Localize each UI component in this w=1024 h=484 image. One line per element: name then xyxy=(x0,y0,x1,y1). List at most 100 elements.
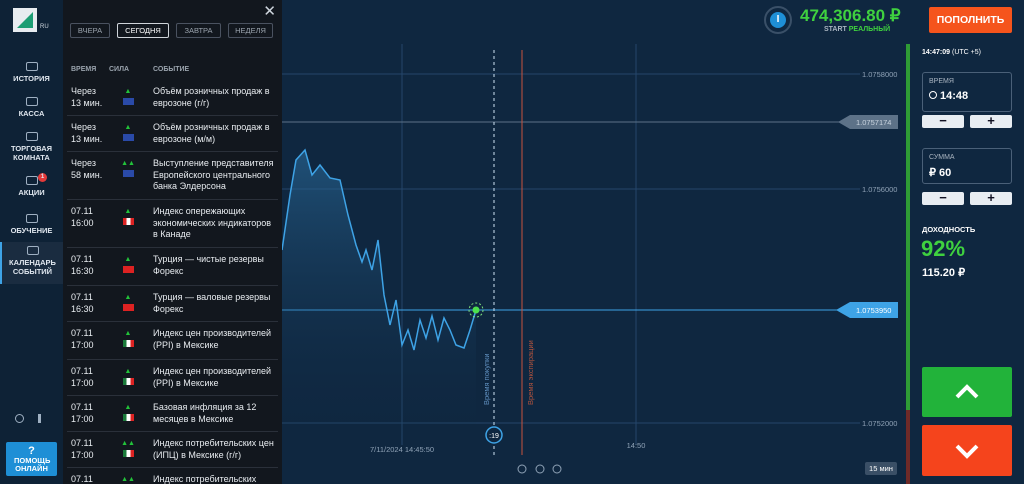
balance[interactable]: 474,306.80 ₽ xyxy=(800,6,901,25)
deposit-button[interactable]: ПОПОЛНИТЬ xyxy=(929,7,1012,33)
event-row[interactable]: Через 13 мин. ▲ Объём розничных продаж в ев… xyxy=(67,116,278,152)
time-label: ВРЕМЯ xyxy=(929,78,954,85)
nav-item[interactable]: ИСТОРИЯ xyxy=(0,62,63,83)
close-button[interactable]: ✕ xyxy=(263,3,276,20)
buy-line-label: Время покупки xyxy=(482,353,491,405)
plus-button[interactable]: + xyxy=(970,191,1012,205)
event-title: Индекс цен производителей (PPI) в Мексик… xyxy=(153,328,272,350)
up-volume-bar xyxy=(906,44,910,410)
time-line: 13 мин. xyxy=(71,133,103,144)
account[interactable]: START РЕАЛЬНЫЙ xyxy=(824,26,890,33)
event-title: Индекс потребительских цен (ИПЦ) в Мекси… xyxy=(153,438,274,460)
event-strength: ▲ xyxy=(117,404,139,424)
badge: 1 xyxy=(38,173,47,182)
nav-label: КАССА xyxy=(18,109,45,118)
clock: 14:47:09 (UTC +5) xyxy=(922,49,981,56)
nav-label: АКЦИИ xyxy=(18,188,45,197)
time-line: Через xyxy=(71,122,96,132)
event-row[interactable]: 07.11 17:00 ▲ Индекс цен производителей (PP… xyxy=(67,322,278,360)
event-row[interactable]: 07.11 16:30 ▲ Турция — чистые резервы Форек… xyxy=(67,248,278,286)
minus-button[interactable]: − xyxy=(922,191,964,205)
column-header: СОБЫТИЕ xyxy=(153,66,190,73)
sound-icon[interactable] xyxy=(38,414,46,423)
event-row[interactable]: Через 58 мин. ▲▲ Выступление представителя … xyxy=(67,152,278,200)
down-button[interactable] xyxy=(922,425,1012,476)
event-title: Выступление представителя Европейского ц… xyxy=(153,158,274,191)
event-title: Объём розничных продаж в еврозоне (м/м) xyxy=(153,122,270,144)
zoom-out[interactable] xyxy=(517,464,527,474)
event-strength: ▲ xyxy=(117,294,139,314)
nav-label: КАЛЕНДАРЬ СОБЫТИЙ xyxy=(9,258,56,276)
nav-item[interactable]: ТОРГОВАЯ КОМНАТА xyxy=(0,132,63,162)
event-title: Индекс потребительских xyxy=(153,474,257,484)
time-value: 14:48 xyxy=(929,90,968,102)
event-row[interactable]: 07.11 ▲▲ Индекс потребительских xyxy=(67,468,278,484)
event-title: Объём розничных продаж в еврозоне (г/г) xyxy=(153,86,270,108)
calendar-panel: ✕ ВЧЕРА СЕГОДНЯ ЗАВТРА НЕДЕЛЯ ВРЕМЯ СИЛА… xyxy=(63,0,282,484)
time-line: Через xyxy=(71,86,96,96)
clock-time: 14:47:09 xyxy=(922,49,951,56)
price-label: 1.0757174 xyxy=(856,118,891,127)
nav-item[interactable]: АКЦИИ 1 xyxy=(0,173,63,197)
zoom-reset[interactable] xyxy=(535,464,545,474)
settings-icon[interactable] xyxy=(15,414,24,423)
event-row[interactable]: 07.11 16:30 ▲ Турция — валовые резервы Форе… xyxy=(67,286,278,322)
amount-label: СУММА xyxy=(929,154,955,161)
event-time: 07.11 17:00 xyxy=(71,438,94,461)
time-line: 07.11 xyxy=(71,402,93,412)
event-title: Турция — валовые резервы Форекс xyxy=(153,292,271,314)
time-line: 17:00 xyxy=(71,339,94,350)
event-time: 07.11 17:00 xyxy=(71,366,94,389)
account-mode: РЕАЛЬНЫЙ xyxy=(848,26,891,33)
tab[interactable]: ЗАВТРА xyxy=(176,23,221,38)
price-tag xyxy=(836,302,898,318)
down-volume-bar xyxy=(906,410,910,484)
event-row[interactable]: Через 13 мин. ▲ Объём розничных продаж в ев… xyxy=(67,80,278,116)
time-line: 07.11 xyxy=(71,438,93,448)
zoom-in[interactable] xyxy=(552,464,562,474)
time-line: 07.11 xyxy=(71,474,93,484)
nav-label: ТОРГОВАЯ КОМНАТА xyxy=(10,144,53,162)
profit-percent: 92% xyxy=(921,236,966,261)
price-marker-ring xyxy=(468,302,484,318)
event-row[interactable]: 07.11 17:00 ▲▲ Индекс потребительских цен (… xyxy=(67,432,278,468)
event-strength: ▲ xyxy=(117,368,139,388)
tab-active[interactable]: СЕГОДНЯ xyxy=(117,23,169,38)
event-time: 07.11 17:00 xyxy=(71,328,94,351)
price-area xyxy=(282,150,476,445)
timeframe: 15 мин xyxy=(869,464,893,473)
event-time: Через 58 мин. xyxy=(71,158,102,181)
event-row[interactable]: 07.11 16:00 ▲ Индекс опережающих экономичес… xyxy=(67,200,278,248)
plus-button[interactable]: + xyxy=(970,114,1012,128)
price-label: 1.0753950 xyxy=(856,306,891,315)
event-row[interactable]: 07.11 17:00 ▲ Базовая инфляция за 12 месяце… xyxy=(67,396,278,432)
up-button[interactable] xyxy=(922,367,1012,417)
time-line: 07.11 xyxy=(71,254,93,264)
minus-button[interactable]: − xyxy=(922,114,964,128)
price-marker xyxy=(472,306,480,314)
timeframe-button[interactable] xyxy=(865,462,897,475)
event-time: 07.11 16:30 xyxy=(71,254,94,277)
nav-item[interactable]: КАССА xyxy=(0,97,63,118)
event-time: 07.11 16:30 xyxy=(71,292,94,315)
avatar[interactable]: I xyxy=(764,6,792,34)
nav-item-active[interactable]: КАЛЕНДАРЬ СОБЫТИЙ xyxy=(0,242,63,284)
event-strength: ▲ xyxy=(117,208,139,228)
account-type: START xyxy=(824,26,847,33)
tab[interactable]: НЕДЕЛЯ xyxy=(228,23,273,38)
tab[interactable]: ВЧЕРА xyxy=(70,23,110,38)
time-line: 17:00 xyxy=(71,377,94,388)
profit-amount: 115.20 ₽ xyxy=(922,267,966,279)
logo-suffix: RU xyxy=(40,24,49,30)
event-strength: ▲ xyxy=(117,330,139,350)
timer: :19 xyxy=(489,433,499,440)
nav-label: ОБУЧЕНИЕ xyxy=(10,226,53,235)
expiry-line-label: Время экспирации xyxy=(526,340,535,405)
event-row[interactable]: 07.11 17:00 ▲ Индекс цен производителей (PP… xyxy=(67,360,278,396)
nav-item[interactable]: ОБУЧЕНИЕ xyxy=(0,214,63,235)
help-button[interactable]: ? ПОМОЩЬ ОНЛАЙН xyxy=(6,442,57,476)
flag xyxy=(122,340,134,347)
time-input[interactable]: ВРЕМЯ 14:48 xyxy=(922,72,1012,112)
event-time: 07.11 17:00 xyxy=(71,402,94,425)
amount-input[interactable]: СУММА ₽ 60 xyxy=(922,148,1012,184)
